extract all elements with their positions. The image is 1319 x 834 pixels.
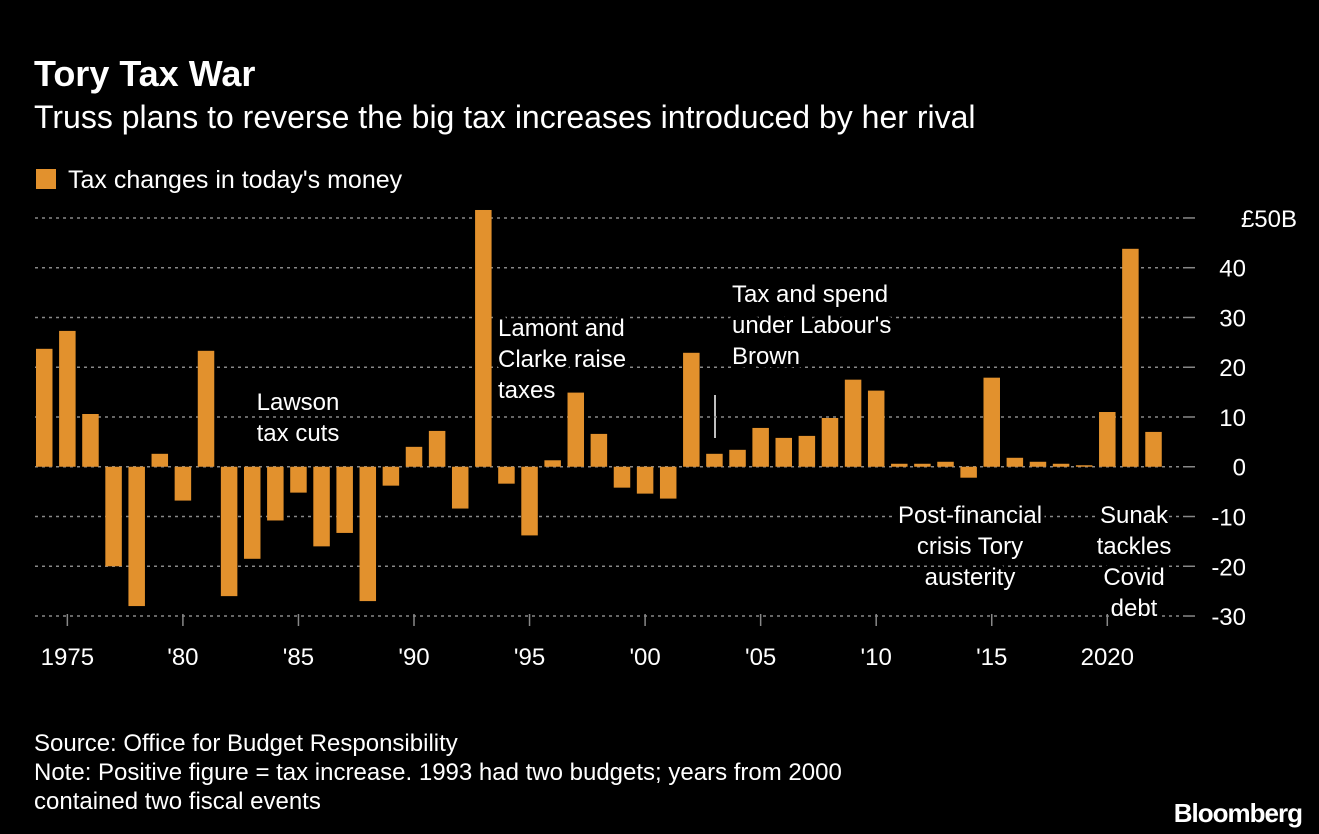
bar	[891, 463, 908, 467]
bar	[151, 453, 169, 467]
x-tick-label: '15	[976, 644, 1007, 671]
y-tick-label: 40	[1219, 256, 1246, 283]
brand: Bloomberg	[1174, 798, 1302, 828]
x-tick-label: '10	[861, 644, 892, 671]
chart-title: Tory Tax War	[34, 53, 255, 94]
annotation: Covid	[1103, 564, 1164, 591]
y-tick-label: -30	[1211, 604, 1246, 631]
bar	[590, 433, 608, 467]
annotation: Tax and spend	[732, 281, 888, 308]
bar	[174, 466, 192, 501]
bar	[220, 466, 238, 597]
x-tick-label: 1975	[41, 644, 94, 671]
legend-label: Tax changes in today's money	[68, 166, 403, 194]
bar	[867, 390, 885, 467]
x-tick-label: '90	[398, 644, 429, 671]
y-tick-label: 30	[1219, 305, 1246, 332]
bar	[35, 348, 53, 467]
x-tick-label: 2020	[1081, 644, 1134, 671]
bar	[128, 466, 145, 607]
bar	[937, 461, 954, 467]
bar	[636, 466, 654, 494]
annotation: tackles	[1097, 533, 1172, 560]
bar	[1052, 463, 1070, 467]
y-tick-label: 20	[1219, 355, 1246, 382]
y-tick-label: 0	[1233, 455, 1246, 482]
bar	[729, 449, 746, 467]
annotation: Post-financial	[898, 502, 1042, 529]
bar	[683, 352, 700, 467]
bar	[243, 466, 261, 559]
bar	[313, 466, 330, 547]
y-tick-label: -10	[1211, 505, 1246, 532]
annotation: debt	[1111, 595, 1158, 622]
bar	[914, 463, 931, 467]
bar	[521, 466, 538, 536]
x-tick-label: '05	[745, 644, 776, 671]
x-tick-label: '00	[629, 644, 660, 671]
bar	[267, 466, 284, 521]
bar	[659, 466, 677, 499]
bar	[752, 427, 769, 467]
source: Source: Office for Budget Responsibility	[34, 730, 458, 757]
y-tick-label: -20	[1211, 554, 1246, 581]
bar	[82, 414, 99, 467]
bar	[428, 430, 446, 467]
note-line: Note: Positive figure = tax increase. 19…	[34, 759, 842, 786]
annotation: crisis Tory	[917, 533, 1023, 560]
annotation: Brown	[732, 343, 800, 370]
bar	[798, 435, 816, 467]
bar	[1075, 465, 1093, 467]
bar	[1099, 412, 1116, 467]
bar	[498, 466, 515, 484]
bar	[197, 350, 215, 467]
bar	[567, 392, 585, 467]
annotation: austerity	[925, 564, 1016, 591]
bar	[844, 379, 862, 467]
bar	[1145, 431, 1162, 467]
bar	[405, 446, 423, 467]
annotation: under Labour's	[732, 312, 891, 339]
bar	[382, 466, 400, 486]
chart-subtitle: Truss plans to reverse the big tax incre…	[34, 99, 975, 135]
annotation: Lamont and	[498, 315, 625, 342]
bar	[706, 453, 723, 467]
bar	[290, 466, 307, 493]
bar	[475, 209, 492, 467]
bar	[451, 466, 469, 509]
legend-swatch	[36, 169, 56, 189]
annotation: Sunak	[1100, 502, 1169, 529]
bar	[775, 437, 793, 467]
annotation: Clarke raise	[498, 346, 626, 373]
bar	[613, 466, 631, 488]
bar	[1006, 457, 1024, 467]
bar	[1122, 248, 1139, 467]
x-tick-label: '85	[283, 644, 314, 671]
bar	[1029, 461, 1047, 467]
x-tick-label: '80	[167, 644, 198, 671]
bar	[821, 417, 839, 467]
bar	[59, 330, 76, 467]
bar	[960, 466, 977, 478]
y-tick-label: £50B	[1241, 206, 1297, 233]
annotation: taxes	[498, 377, 555, 404]
x-tick-label: '95	[514, 644, 545, 671]
bar	[983, 377, 1000, 467]
note-line: contained two fiscal events	[34, 788, 321, 815]
annotation: Lawson	[257, 389, 340, 416]
bar	[105, 466, 122, 567]
y-tick-label: 10	[1219, 405, 1246, 432]
bar	[336, 466, 353, 533]
annotation: tax cuts	[257, 420, 340, 447]
bar	[544, 460, 561, 467]
bar	[359, 466, 377, 602]
